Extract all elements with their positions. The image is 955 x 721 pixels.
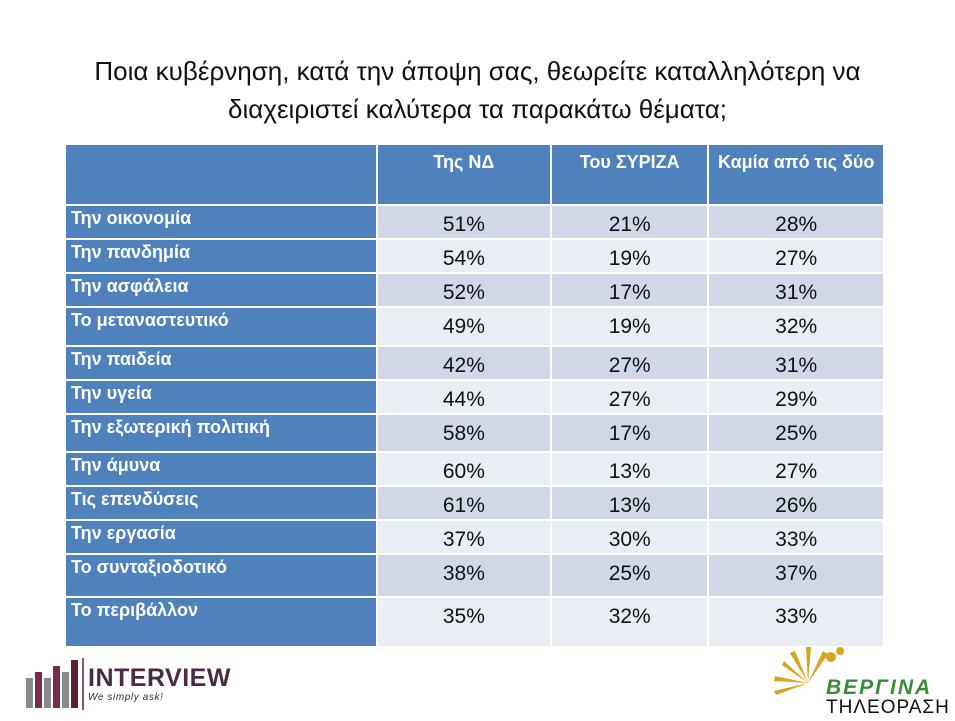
table-row: Την πανδημία 54% 19% 27%	[66, 238, 883, 272]
vergina-name: ΒΕΡΓΙΝΑ	[826, 676, 933, 699]
value-cell: 27%	[552, 379, 710, 413]
table-row: Τις επενδύσεις 61% 13% 26%	[66, 485, 883, 519]
value-cell: 27%	[709, 238, 883, 272]
row-label: Το συνταξιοδοτικό	[66, 553, 378, 596]
row-label: Την εργασία	[66, 519, 378, 553]
value-cell: 13%	[552, 451, 710, 485]
value-cell: 38%	[377, 553, 553, 596]
value-cell: 19%	[552, 238, 710, 272]
value-cell: 30%	[552, 519, 710, 553]
table-row: Το μεταναστευτικό 49% 19% 32%	[66, 306, 883, 345]
row-label: Τις επενδύσεις	[66, 485, 378, 519]
value-cell: 32%	[709, 306, 883, 345]
value-cell: 49%	[377, 306, 553, 345]
value-cell: 27%	[552, 345, 710, 379]
value-cell: 52%	[377, 272, 553, 306]
vergina-subtitle: ΤΗΛΕΟΡΑΣΗ	[826, 697, 950, 718]
interview-logo-icon	[26, 658, 84, 710]
value-cell: 58%	[377, 413, 553, 451]
results-table: Της ΝΔ Του ΣΥΡΙΖΑ Καμία από τις δύο Την …	[66, 145, 883, 646]
column-header: Του ΣΥΡΙΖΑ	[552, 145, 710, 204]
row-label: Την εξωτερική πολιτική	[66, 413, 378, 451]
row-label: Την υγεία	[66, 379, 378, 413]
title-line-1: Ποια κυβέρνηση, κατά την άποψη σας, θεωρ…	[94, 56, 861, 86]
table-row: Το συνταξιοδοτικό 38% 25% 37%	[66, 553, 883, 596]
value-cell: 26%	[709, 485, 883, 519]
value-cell: 44%	[377, 379, 553, 413]
value-cell: 33%	[709, 596, 883, 646]
table-row: Την εργασία 37% 30% 33%	[66, 519, 883, 553]
value-cell: 60%	[377, 451, 553, 485]
value-cell: 42%	[377, 345, 553, 379]
value-cell: 28%	[709, 204, 883, 238]
header-empty-cell	[66, 145, 378, 204]
value-cell: 54%	[377, 238, 553, 272]
row-label: Την άμυνα	[66, 451, 378, 485]
table-row: Την υγεία 44% 27% 29%	[66, 379, 883, 413]
table-header-row: Της ΝΔ Του ΣΥΡΙΖΑ Καμία από τις δύο	[66, 145, 883, 204]
value-cell: 33%	[709, 519, 883, 553]
table-row: Την παιδεία 42% 27% 31%	[66, 345, 883, 379]
value-cell: 37%	[709, 553, 883, 596]
table-row: Την άμυνα 60% 13% 27%	[66, 451, 883, 485]
value-cell: 61%	[377, 485, 553, 519]
value-cell: 25%	[552, 553, 710, 596]
value-cell: 35%	[377, 596, 553, 646]
value-cell: 25%	[709, 413, 883, 451]
value-cell: 27%	[709, 451, 883, 485]
table-row: Το περιβάλλον 35% 32% 33%	[66, 596, 883, 646]
page-title: Ποια κυβέρνηση, κατά την άποψη σας, θεωρ…	[0, 52, 955, 128]
row-label: Την πανδημία	[66, 238, 378, 272]
table-row: Την ασφάλεια 52% 17% 31%	[66, 272, 883, 306]
row-label: Το περιβάλλον	[66, 596, 378, 646]
table-row: Την εξωτερική πολιτική 58% 17% 25%	[66, 413, 883, 451]
value-cell: 19%	[552, 306, 710, 345]
interview-brand-name: INTERVIEW	[88, 664, 231, 692]
value-cell: 21%	[552, 204, 710, 238]
value-cell: 31%	[709, 272, 883, 306]
value-cell: 37%	[377, 519, 553, 553]
value-cell: 17%	[552, 413, 710, 451]
value-cell: 29%	[709, 379, 883, 413]
row-label: Το μεταναστευτικό	[66, 306, 378, 345]
row-label: Την παιδεία	[66, 345, 378, 379]
value-cell: 32%	[552, 596, 710, 646]
row-label: Την ασφάλεια	[66, 272, 378, 306]
column-header: Καμία από τις δύο	[709, 145, 883, 204]
table-row: Την οικονομία 51% 21% 28%	[66, 204, 883, 238]
row-label: Την οικονομία	[66, 204, 378, 238]
title-line-2: διαχειριστεί καλύτερα τα παρακάτω θέματα…	[228, 94, 727, 124]
column-header: Της ΝΔ	[377, 145, 553, 204]
value-cell: 17%	[552, 272, 710, 306]
value-cell: 31%	[709, 345, 883, 379]
interview-tagline: We simply ask!	[88, 692, 164, 703]
vergina-sun-logo-icon	[774, 647, 844, 695]
value-cell: 13%	[552, 485, 710, 519]
value-cell: 51%	[377, 204, 553, 238]
